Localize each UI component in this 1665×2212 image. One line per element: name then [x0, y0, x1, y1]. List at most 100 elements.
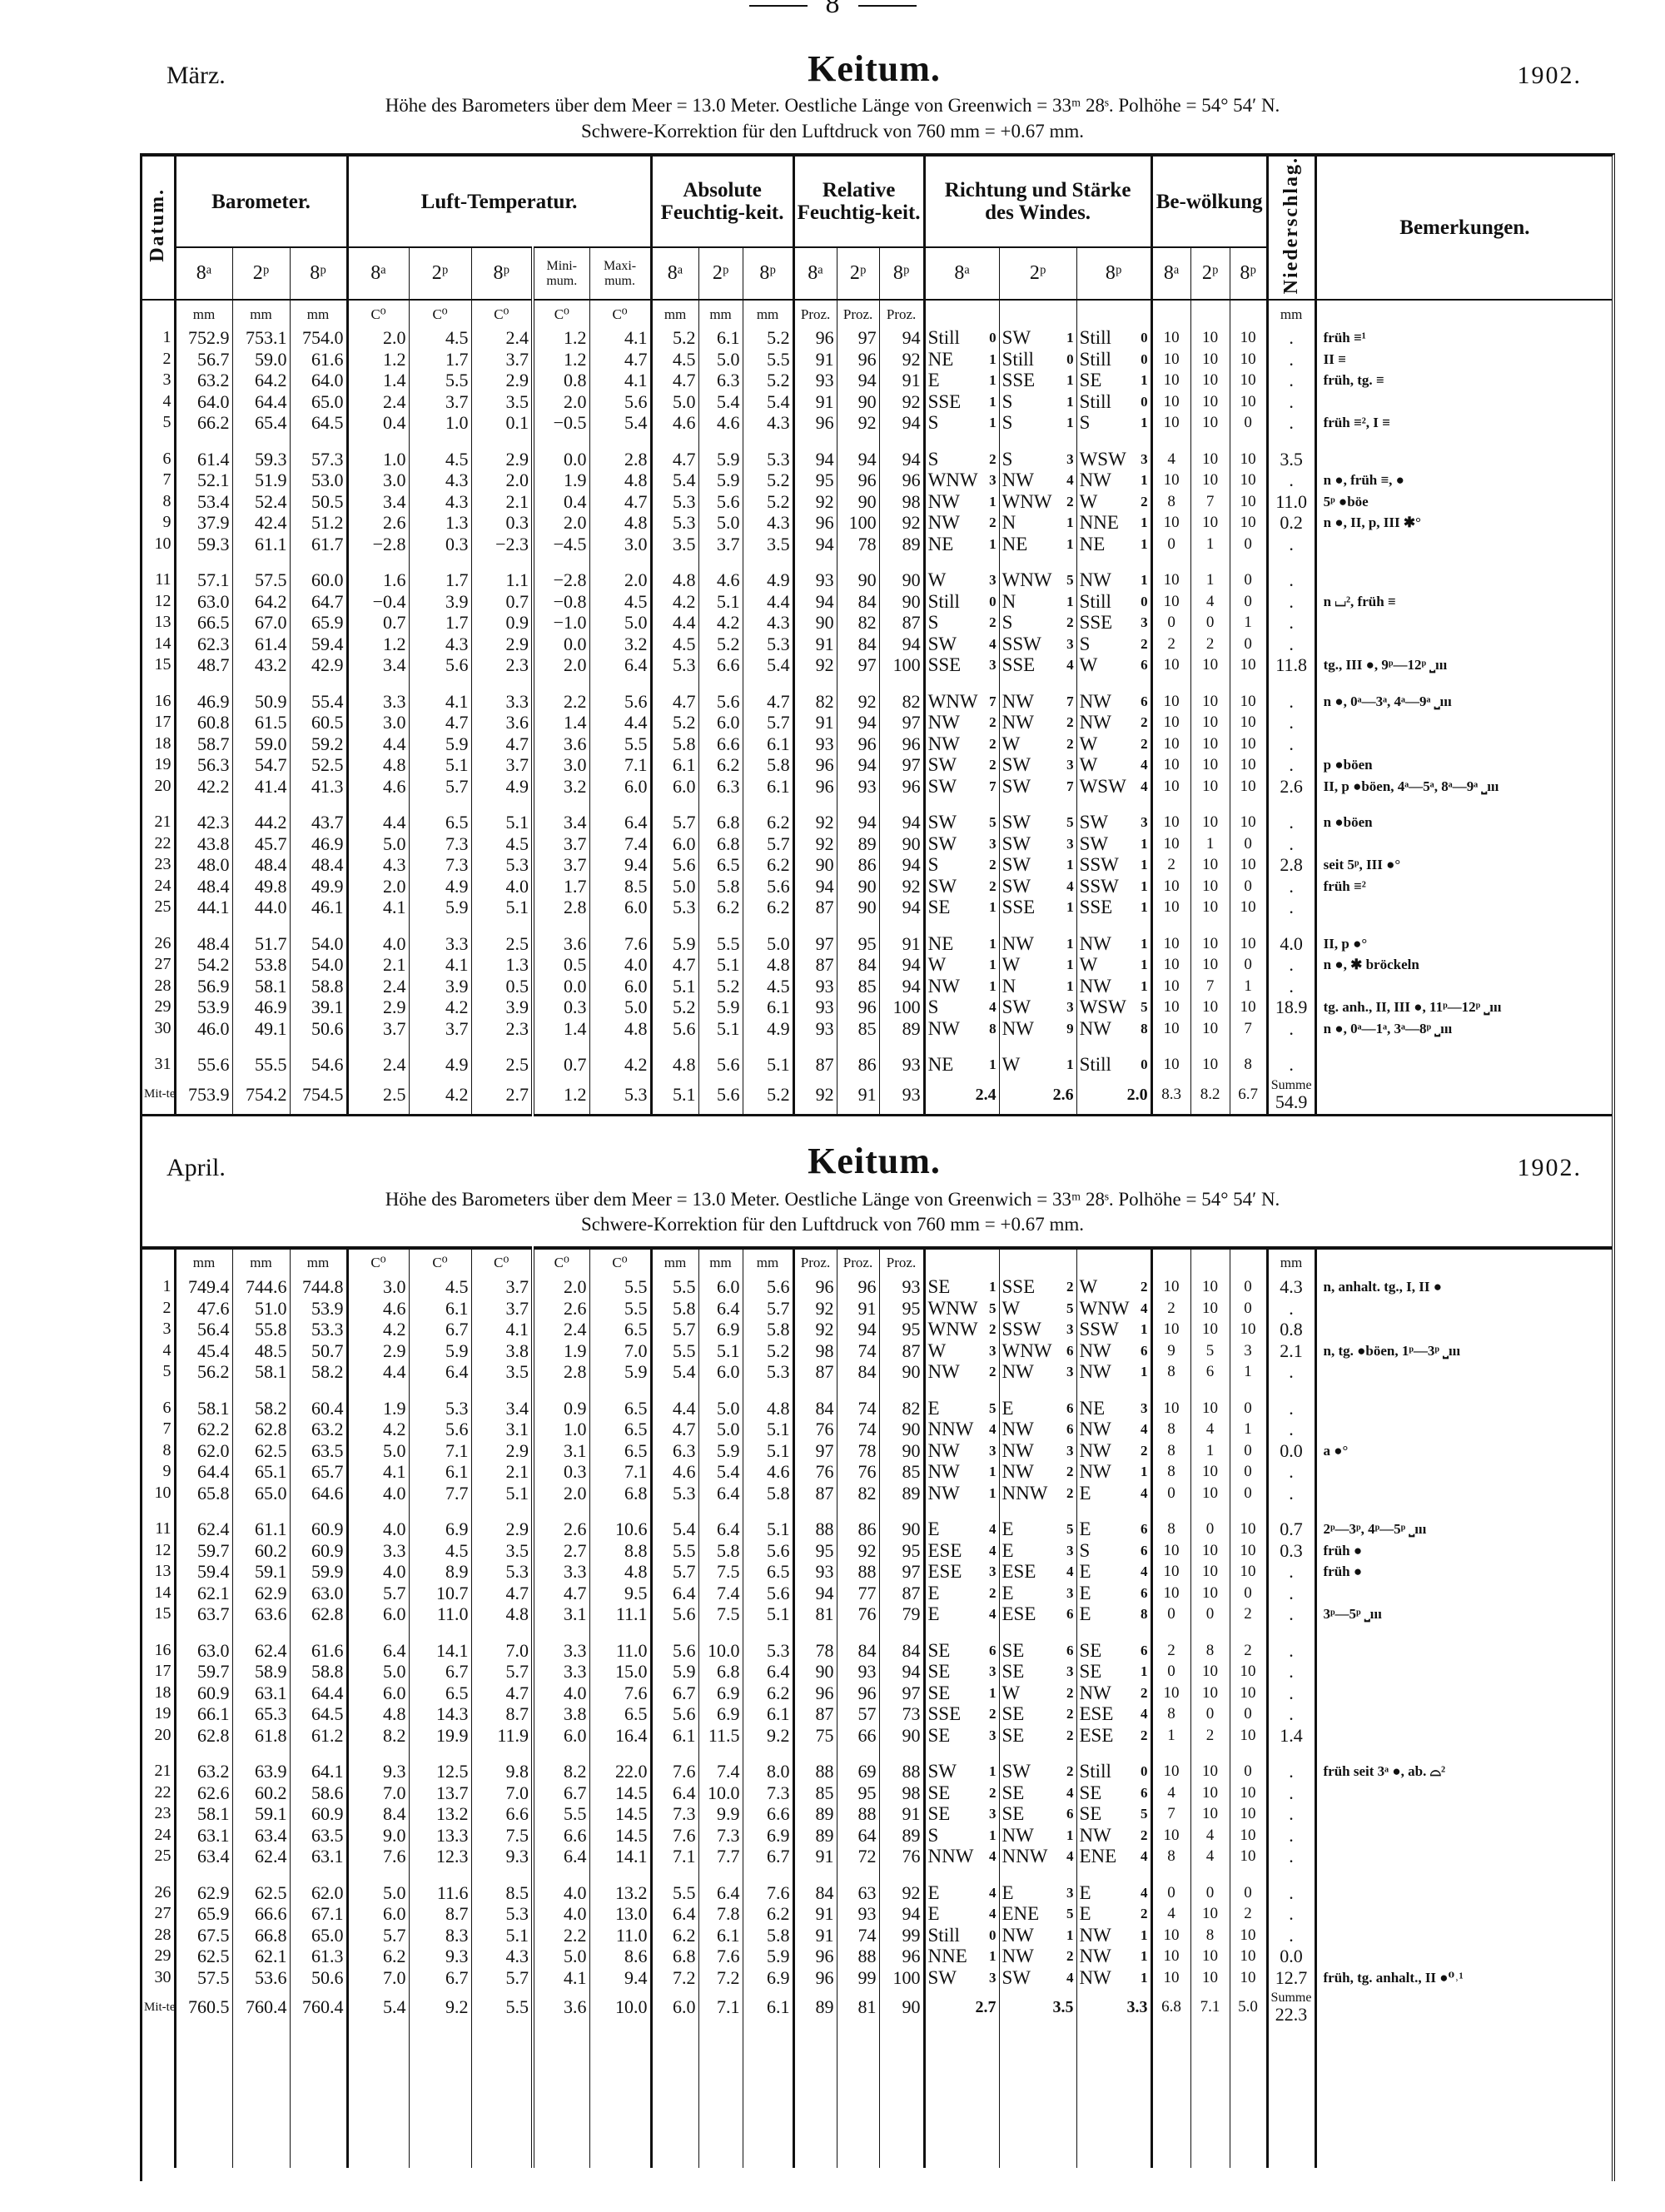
wind-direction: N: [1001, 512, 1016, 534]
temp-min: 5.0: [531, 1946, 589, 1967]
abs-humidity-8a: 4.8: [649, 569, 699, 591]
temp-8p: 1.3: [470, 954, 534, 976]
wind-direction: SW: [927, 833, 957, 854]
wind-8p: NW 1: [1076, 1461, 1151, 1483]
wind-2p: SW 4: [998, 1966, 1076, 1988]
empty-cell: [1150, 675, 1191, 691]
wind-2p: SW 3: [998, 833, 1077, 855]
cloud-2p: 10: [1190, 954, 1230, 976]
empty-cell: [408, 554, 472, 570]
empty-cell: [836, 2026, 879, 2168]
wind-direction: SE: [1079, 1661, 1102, 1682]
temp-max: 4.7: [589, 348, 652, 370]
wind-direction: SE: [1079, 1782, 1102, 1803]
empty-cell: [231, 917, 290, 933]
abs-humidity-8p: 6.2: [742, 812, 794, 833]
table-row: 18 60.9 63.1 64.4 6.0 6.5 4.7 4.0 7.6 6.7 6.9 6.2 96…: [142, 1682, 1613, 1703]
temp-8p: 3.1: [470, 1419, 533, 1440]
wind-force: 6: [1066, 1399, 1074, 1416]
wind-direction: N: [1001, 590, 1016, 612]
abs-humidity-8p: 5.6: [742, 875, 794, 897]
wind-2p: SSW 3: [998, 633, 1077, 655]
wind-force: 1: [989, 415, 997, 431]
barometer-8a: 53.9: [173, 997, 232, 1018]
abs-humidity-8p: 5.3: [742, 633, 794, 655]
wind-8p: SE 5: [1076, 1803, 1151, 1825]
barometer-8p: 744.8: [289, 1276, 347, 1298]
wind-direction: NW: [1079, 470, 1111, 491]
remark: [1314, 612, 1613, 634]
precipitation: .: [1265, 1703, 1315, 1725]
wind-force: 6: [1141, 1784, 1148, 1801]
wind-force: 2: [989, 1584, 997, 1601]
table-row: 29 62.5 62.1 61.3 6.2 9.3 4.3 5.0 8.6 6.8 7.6 5.9 96…: [142, 1946, 1613, 1967]
unit-label: mm: [1265, 300, 1316, 328]
remark: [1314, 712, 1613, 733]
cloud-8a: 10: [1150, 812, 1191, 833]
unit-label: C⁰: [589, 1248, 651, 1276]
wind-direction: SSW: [1001, 1319, 1041, 1340]
wind-direction: E: [927, 1903, 940, 1924]
wind-8a: NE 1: [922, 533, 1000, 555]
empty-cell: [998, 1746, 1076, 1761]
subheader-maximum: Maxi-mum.: [589, 247, 652, 301]
temp-8p: 7.0: [470, 1782, 533, 1803]
wind-direction: SW: [1079, 833, 1109, 854]
temp-8a: 4.0: [345, 1519, 409, 1540]
empty-cell: [589, 554, 652, 570]
temp-8p: 2.3: [470, 654, 534, 676]
barometer-8a: 59.7: [173, 1539, 232, 1561]
empty-cell: [922, 1746, 999, 1761]
abs-humidity-2p: 5.0: [698, 348, 743, 370]
temp-8a: 5.0: [345, 1881, 409, 1903]
cloud-8a: 8: [1150, 1703, 1190, 1725]
precipitation: 0.8: [1265, 1319, 1315, 1340]
cloud-2p: 2: [1190, 1724, 1230, 1746]
subheader-time-8a: 8ᵃ: [922, 247, 1000, 301]
empty-cell: [1150, 554, 1191, 570]
rel-humidity-2p: 97: [836, 327, 880, 349]
precipitation: .: [1265, 1661, 1315, 1683]
empty-cell: [173, 1746, 232, 1761]
wind-direction: S: [1079, 412, 1091, 434]
barometer-2p: 53.6: [231, 1966, 290, 1988]
subheader-time-2p: 2ᵖ: [998, 247, 1077, 301]
month-title: März.: [166, 62, 226, 89]
rel-humidity-8a: 92: [792, 490, 837, 513]
barometer-8p: 50.6: [289, 1966, 347, 1988]
abs-humidity-8a: 6.7: [649, 1682, 698, 1703]
wind-force: 2: [989, 450, 997, 467]
cloud-8a: 0: [1150, 612, 1191, 634]
remark: tg. anh., II, III ●, 11ᵖ—12ᵖ ⎵ııı: [1314, 997, 1613, 1018]
barometer-8a: 42.2: [173, 775, 232, 798]
cloud-8p: 0: [1229, 1461, 1267, 1483]
table-row: 1 752.9 753.1 754.0 2.0 4.5 2.4 1.2 4.1 5.2 6.1 5.2…: [142, 327, 1613, 349]
date: 24: [154, 876, 171, 895]
barometer-2p: 61.1: [231, 1519, 290, 1540]
temp-8p: 2.1: [470, 1461, 533, 1483]
wind-direction: Still: [927, 327, 960, 349]
rel-humidity-8p: 97: [878, 1561, 924, 1583]
cloud-8p: 10: [1229, 470, 1268, 491]
wind-direction: NW: [1001, 1017, 1034, 1039]
barometer-8p: 63.5: [289, 1439, 347, 1461]
wind-force: 4: [1066, 1563, 1074, 1579]
wind-direction: E: [1079, 1603, 1091, 1624]
cloud-8p: 10: [1229, 854, 1268, 876]
cloud-8a: 10: [1150, 590, 1191, 613]
temp-2p: 4.1: [408, 954, 472, 976]
rel-humidity-2p: 96: [836, 997, 880, 1018]
temp-max: 7.6: [589, 1682, 651, 1703]
wind-direction: ESE: [927, 1539, 962, 1561]
date: 6: [162, 1398, 171, 1417]
barometer-8a: 749.4: [173, 1276, 232, 1298]
abs-humidity-8a: 5.3: [649, 490, 699, 513]
temp-max: 6.5: [589, 1439, 651, 1461]
wind-force: 5: [1066, 1300, 1074, 1316]
cloud-8p: 10: [1229, 1824, 1267, 1846]
wind-direction: NW: [1079, 1824, 1111, 1846]
wind-8p: NW 1: [1076, 1946, 1151, 1967]
